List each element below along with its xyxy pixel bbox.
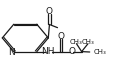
Text: O: O (68, 47, 74, 56)
Text: CH₃: CH₃ (70, 39, 82, 45)
Text: CH₃: CH₃ (92, 49, 105, 55)
Text: O: O (57, 32, 64, 41)
Text: O: O (46, 7, 52, 16)
Text: NH: NH (41, 47, 55, 56)
Text: N: N (8, 48, 14, 57)
Text: CH₃: CH₃ (81, 39, 93, 45)
